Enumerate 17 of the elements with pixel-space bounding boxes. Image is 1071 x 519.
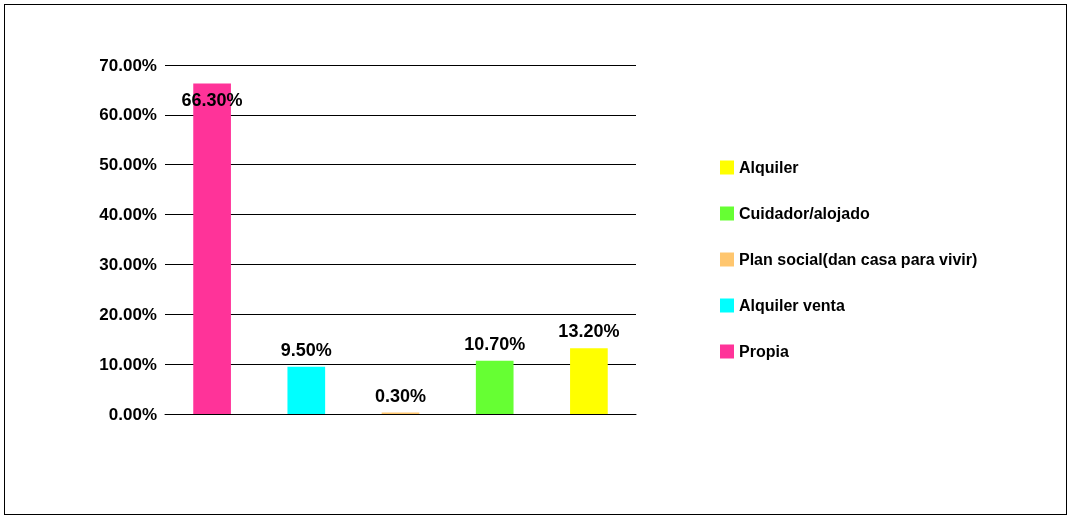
y-tick-label: 10.00% <box>99 354 157 374</box>
legend-label: Alquiler venta <box>739 297 845 314</box>
y-tick-label: 20.00% <box>99 304 157 324</box>
data-label: 9.50% <box>280 339 332 360</box>
data-label: 0.30% <box>374 385 427 406</box>
legend-label: Alquiler <box>739 159 799 176</box>
data-label: 10.70% <box>464 333 526 354</box>
legend-label: Cuidador/alojado <box>739 205 870 222</box>
y-tick-label: 30.00% <box>99 254 157 274</box>
y-tick-label: 70.00% <box>99 55 157 75</box>
y-tick-label: 40.00% <box>99 205 157 225</box>
y-tick-label: 50.00% <box>99 155 157 175</box>
legend-label: Plan social(dan casa para vivir) <box>739 251 978 268</box>
y-tick-label: 0.00% <box>108 404 157 424</box>
y-tick-label: 60.00% <box>99 105 157 125</box>
legend-label: Propia <box>739 343 789 360</box>
data-label: 13.20% <box>558 321 620 342</box>
